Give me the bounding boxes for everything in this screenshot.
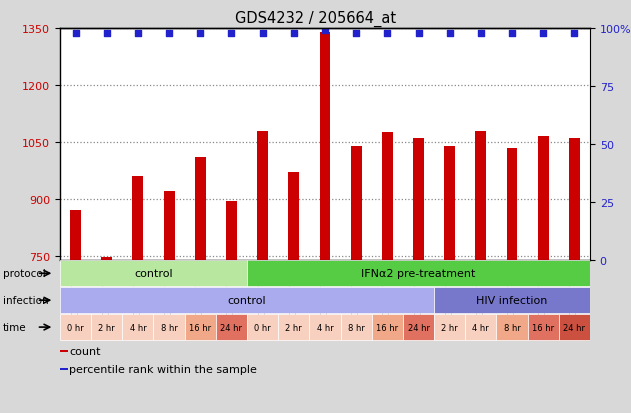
Bar bbox=[444, 147, 455, 260]
Bar bbox=[413, 139, 424, 260]
Bar bbox=[216, 314, 247, 340]
Bar bbox=[434, 314, 465, 340]
Point bbox=[445, 30, 455, 37]
Bar bbox=[507, 148, 517, 260]
Point bbox=[320, 28, 330, 35]
Point bbox=[133, 30, 143, 37]
Bar bbox=[101, 257, 112, 260]
Text: infection: infection bbox=[3, 295, 49, 306]
Bar bbox=[465, 314, 497, 340]
Text: 2 hr: 2 hr bbox=[285, 323, 302, 332]
Text: 24 hr: 24 hr bbox=[220, 323, 242, 332]
Bar bbox=[226, 202, 237, 260]
Bar bbox=[319, 33, 331, 260]
Bar bbox=[247, 261, 590, 287]
Bar bbox=[247, 314, 278, 340]
Bar bbox=[288, 173, 299, 260]
Text: 24 hr: 24 hr bbox=[408, 323, 430, 332]
Text: HIV infection: HIV infection bbox=[476, 295, 548, 306]
Bar bbox=[153, 314, 185, 340]
Bar bbox=[60, 287, 434, 313]
Bar bbox=[133, 177, 143, 260]
Text: control: control bbox=[228, 295, 266, 306]
Text: 24 hr: 24 hr bbox=[563, 323, 586, 332]
Text: 2 hr: 2 hr bbox=[441, 323, 458, 332]
Bar bbox=[91, 314, 122, 340]
Point bbox=[382, 30, 392, 37]
Bar bbox=[528, 314, 559, 340]
Text: 16 hr: 16 hr bbox=[376, 323, 398, 332]
Point bbox=[351, 30, 361, 37]
Bar bbox=[257, 131, 268, 260]
Bar bbox=[70, 211, 81, 260]
Bar bbox=[309, 314, 341, 340]
Text: protocol: protocol bbox=[3, 268, 46, 279]
Text: 0 hr: 0 hr bbox=[67, 323, 84, 332]
Text: 8 hr: 8 hr bbox=[348, 323, 365, 332]
Point bbox=[102, 30, 112, 37]
Point bbox=[164, 30, 174, 37]
Bar bbox=[185, 314, 216, 340]
Text: GDS4232 / 205664_at: GDS4232 / 205664_at bbox=[235, 10, 396, 26]
Text: 0 hr: 0 hr bbox=[254, 323, 271, 332]
Bar bbox=[538, 137, 549, 260]
Text: IFNα2 pre-treatment: IFNα2 pre-treatment bbox=[362, 268, 476, 279]
Bar bbox=[341, 314, 372, 340]
Bar bbox=[60, 368, 68, 370]
Point bbox=[569, 30, 579, 37]
Point bbox=[227, 30, 237, 37]
Text: 4 hr: 4 hr bbox=[129, 323, 146, 332]
Point bbox=[413, 30, 423, 37]
Text: 4 hr: 4 hr bbox=[473, 323, 489, 332]
Text: 16 hr: 16 hr bbox=[189, 323, 211, 332]
Text: time: time bbox=[3, 322, 27, 332]
Bar bbox=[351, 147, 362, 260]
Bar bbox=[60, 314, 91, 340]
Point bbox=[476, 30, 486, 37]
Point bbox=[257, 30, 268, 37]
Bar bbox=[403, 314, 434, 340]
Text: 2 hr: 2 hr bbox=[98, 323, 115, 332]
Text: 16 hr: 16 hr bbox=[532, 323, 554, 332]
Text: 4 hr: 4 hr bbox=[317, 323, 333, 332]
Text: count: count bbox=[69, 346, 101, 356]
Bar bbox=[475, 131, 487, 260]
Text: percentile rank within the sample: percentile rank within the sample bbox=[69, 364, 257, 374]
Bar bbox=[497, 314, 528, 340]
Bar bbox=[122, 314, 153, 340]
Point bbox=[289, 30, 299, 37]
Bar bbox=[60, 350, 68, 352]
Bar bbox=[372, 314, 403, 340]
Point bbox=[195, 30, 205, 37]
Bar bbox=[434, 287, 590, 313]
Bar bbox=[382, 133, 392, 260]
Text: 8 hr: 8 hr bbox=[504, 323, 521, 332]
Point bbox=[71, 30, 81, 37]
Point bbox=[507, 30, 517, 37]
Bar bbox=[278, 314, 309, 340]
Bar bbox=[163, 192, 175, 260]
Bar bbox=[60, 261, 247, 287]
Point bbox=[538, 30, 548, 37]
Bar bbox=[559, 314, 590, 340]
Bar bbox=[195, 158, 206, 260]
Text: 8 hr: 8 hr bbox=[161, 323, 177, 332]
Text: control: control bbox=[134, 268, 173, 279]
Bar bbox=[569, 139, 580, 260]
